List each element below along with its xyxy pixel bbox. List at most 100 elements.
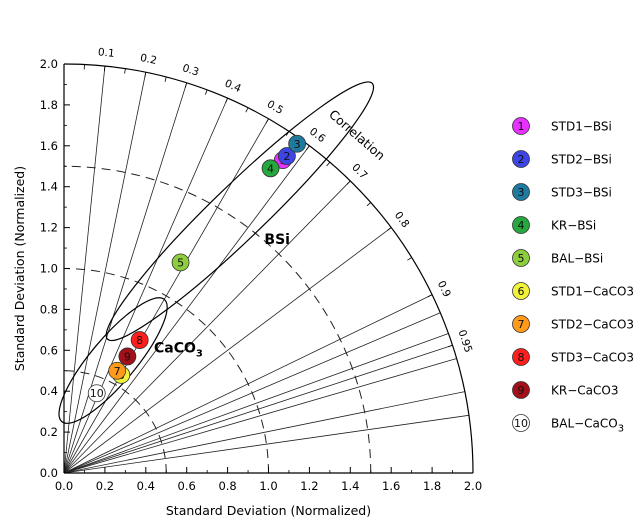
point-marker: [108, 361, 127, 380]
correlation-tick-label: 0.9: [435, 279, 453, 299]
legend-marker: 8: [512, 348, 530, 366]
legend-marker: 7: [512, 315, 530, 333]
grid-layer: [63, 66, 469, 474]
ellipse-bsi: [105, 81, 375, 342]
correlation-minor-tick: [306, 145, 310, 151]
point-number: 10: [514, 417, 528, 430]
data-point: 2: [278, 147, 296, 165]
legend-marker: 9: [512, 381, 530, 399]
correlation-line: [63, 358, 457, 474]
correlation-tick-label: 0.4: [223, 77, 243, 95]
legend-label: STD3−CaCO3: [551, 351, 634, 365]
legend-label: STD1−BSi: [551, 120, 612, 134]
correlation-line: [63, 333, 449, 474]
correlation-minor-tick: [144, 72, 147, 78]
y-tick-label: 0.6: [40, 343, 58, 357]
point-number: 2: [518, 153, 525, 166]
point-marker: [118, 347, 137, 366]
point-number: 6: [518, 285, 525, 298]
correlation-line: [63, 145, 310, 474]
point-marker: [512, 183, 530, 201]
point-marker: [261, 159, 280, 178]
point-number: 7: [518, 318, 525, 331]
correlation-minor-tick: [265, 118, 269, 124]
x-tick-label: 0.6: [178, 479, 196, 493]
x-tick-label: 1.8: [423, 479, 441, 493]
x-tick-label: 0.2: [96, 479, 114, 493]
x-tick-label: 1.6: [382, 479, 400, 493]
x-axis-label: Standard Deviation (Normalized): [166, 503, 371, 518]
correlation-minor-tick: [326, 161, 331, 167]
data-point: 9: [118, 347, 137, 366]
correlation-axis-label: Correlation: [326, 107, 388, 163]
x-tick-label: 0.4: [137, 479, 155, 493]
std-arc: [63, 370, 167, 474]
point-marker: [512, 249, 530, 267]
x-tick-label: 0.0: [55, 479, 73, 493]
correlation-tick-label: 0.5: [265, 98, 285, 117]
correlation-line: [63, 227, 392, 474]
correlation-tick-label: 0.1: [97, 46, 115, 60]
correlation-minor-tick: [184, 82, 188, 88]
points-layer: 12345678910: [87, 134, 307, 403]
correlation-minor-tick: [407, 257, 412, 261]
point-marker: [512, 348, 530, 366]
legend-label: BAL−BSi: [551, 252, 603, 266]
legend-label: BAL−CaCO3: [551, 417, 624, 435]
legend-label: STD2−BSi: [551, 153, 612, 167]
correlation-tick-label: 0.7: [349, 162, 369, 182]
point-number: 8: [518, 351, 525, 364]
correlation-line: [63, 97, 228, 474]
correlation-minor-tick: [366, 202, 372, 207]
correlation-line: [63, 180, 351, 474]
y-tick-label: 1.6: [40, 139, 58, 153]
point-number: 2: [283, 150, 290, 163]
data-point: 10: [87, 384, 106, 403]
point-marker: [288, 134, 307, 153]
point-marker: [512, 315, 530, 333]
data-point: 4: [261, 159, 280, 178]
legend-label: STD2−CaCO3: [551, 318, 634, 332]
point-number: 5: [518, 252, 525, 265]
correlation-tick-label: 0.95: [456, 328, 475, 354]
point-number: 3: [518, 186, 525, 199]
correlation-minor-tick: [245, 107, 249, 113]
point-number: 9: [124, 350, 131, 363]
x-tick-label: 1.2: [300, 479, 318, 493]
std-arc: [63, 268, 269, 474]
x-tick-label: 0.8: [218, 479, 236, 493]
correlation-minor-tick: [447, 344, 453, 348]
point-marker: [87, 384, 106, 403]
x-tick-label: 2.0: [464, 479, 482, 493]
correlation-minor-tick: [386, 227, 392, 231]
point-marker: [171, 253, 190, 272]
point-number: 3: [294, 138, 301, 151]
correlation-tick-label: 0.6: [307, 126, 328, 146]
legend-marker: 10: [512, 414, 530, 432]
legend-marker: 2: [512, 150, 530, 168]
correlation-minor-tick: [225, 97, 228, 103]
legend-marker: 3: [512, 183, 530, 201]
legend-label: KR−BSi: [551, 219, 596, 233]
legend-label: STD3−BSi: [551, 186, 612, 200]
correlation-tick-label: 0.3: [181, 62, 201, 78]
y-tick-label: 2.0: [40, 57, 58, 71]
correlation-minor-tick: [205, 89, 208, 95]
y-tick-label: 1.4: [40, 180, 58, 194]
point-number: 4: [518, 219, 525, 232]
point-number: 9: [518, 384, 525, 397]
correlation-minor-tick: [346, 180, 351, 185]
correlation-line: [63, 72, 147, 474]
legend-marker: 1: [512, 117, 530, 135]
y-axis-label: Standard Deviation (Normalized): [12, 166, 27, 371]
x-tick-label: 1.4: [341, 479, 359, 493]
point-marker: [512, 414, 530, 432]
correlation-minor-tick: [164, 76, 167, 82]
data-point: 5: [171, 253, 190, 272]
legend-label: KR−CaCO3: [551, 384, 618, 398]
point-marker: [512, 117, 530, 135]
correlation-tick-label: 0.8: [392, 210, 412, 231]
y-tick-label: 0.2: [40, 425, 58, 439]
legend-label: STD1−CaCO3: [551, 285, 634, 299]
